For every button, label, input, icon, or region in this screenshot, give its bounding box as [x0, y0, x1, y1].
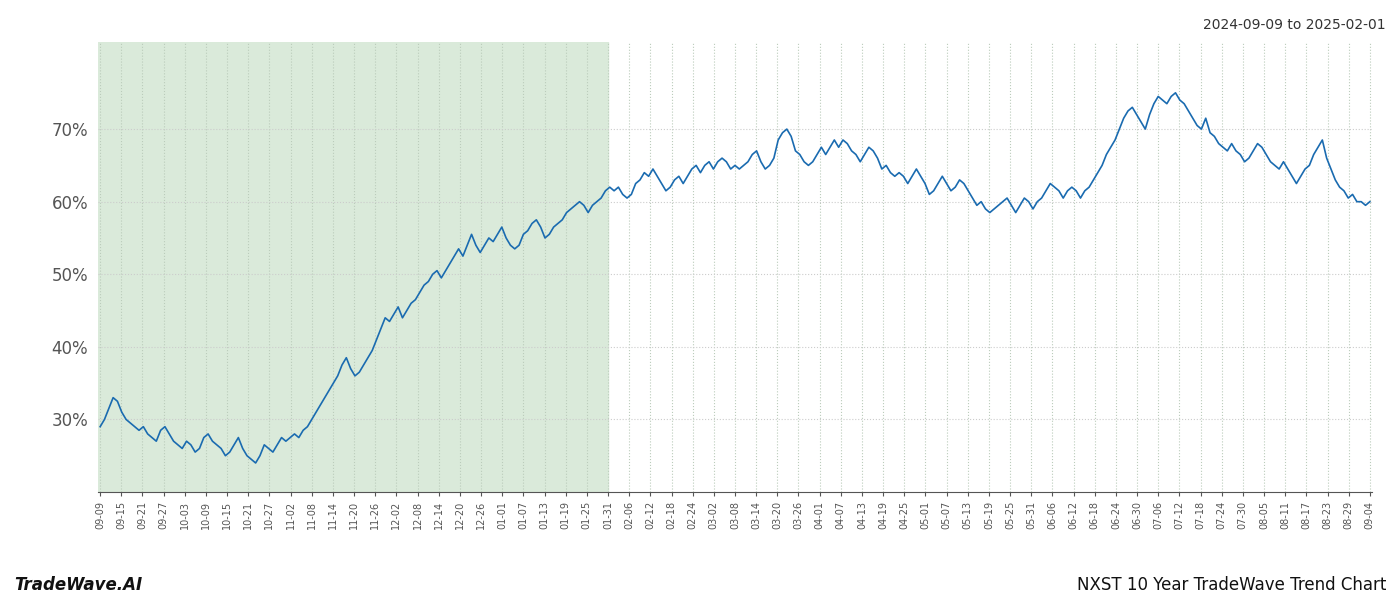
Text: TradeWave.AI: TradeWave.AI — [14, 576, 143, 594]
Text: NXST 10 Year TradeWave Trend Chart: NXST 10 Year TradeWave Trend Chart — [1077, 576, 1386, 594]
Text: 2024-09-09 to 2025-02-01: 2024-09-09 to 2025-02-01 — [1204, 18, 1386, 32]
Bar — [98, 42, 608, 492]
